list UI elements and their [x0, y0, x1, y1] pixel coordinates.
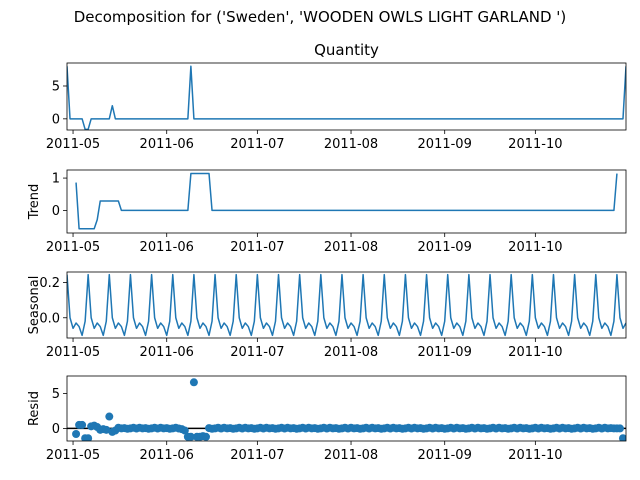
- series-line-1: [67, 273, 626, 337]
- y-axis-label: Seasonal: [27, 276, 42, 335]
- x-tick-label: 2011-10: [508, 137, 562, 152]
- y-tick-label: 1: [52, 172, 60, 187]
- x-tick-label: 2011-08: [324, 448, 378, 463]
- y-axis-label: Trend: [27, 184, 42, 221]
- panel-1: Quantity 0 5 2011-05 2011-06 2011-07 2011-08 20…: [46, 41, 627, 152]
- x-tick-label: 2011-06: [140, 137, 194, 152]
- x-tick-label: 2011-08: [324, 137, 378, 152]
- resid-point: [186, 432, 195, 441]
- resid-point: [72, 430, 81, 439]
- resid-point: [102, 425, 111, 434]
- resid-point: [201, 432, 210, 441]
- axes-frame: [66, 375, 627, 442]
- x-tick-label: 2011-10: [508, 345, 562, 360]
- x-tick-label: 2011-07: [230, 448, 284, 463]
- axes-frame: [66, 62, 627, 131]
- y-tick-label: 0: [52, 422, 60, 437]
- resid-point: [189, 378, 198, 387]
- resid-point: [78, 420, 87, 429]
- x-tick-label: 2011-08: [324, 240, 378, 255]
- plot-area: [75, 172, 618, 230]
- series-line-1: [75, 172, 618, 230]
- y-tick-label: 0: [52, 204, 60, 219]
- y-tick-label: 5: [52, 79, 60, 94]
- x-tick-label: 2011-05: [46, 345, 100, 360]
- panels: Quantity 0 5 2011-05 2011-06 2011-07 2011-08 20…: [27, 41, 627, 463]
- x-tick-label: 2011-07: [230, 240, 284, 255]
- x-tick-label: 2011-09: [418, 137, 472, 152]
- axes-frame: [66, 169, 627, 234]
- y-tick-label: 5: [52, 387, 60, 402]
- resid-point: [615, 424, 624, 433]
- x-tick-label: 2011-09: [418, 345, 472, 360]
- resid-point: [606, 424, 615, 433]
- x-tick-label: 2011-06: [140, 345, 194, 360]
- plot-area: [67, 65, 626, 130]
- x-tick-label: 2011-05: [46, 448, 100, 463]
- y-tick-label: 0: [52, 112, 60, 127]
- x-tick-label: 2011-07: [230, 345, 284, 360]
- x-tick-label: 2011-05: [46, 240, 100, 255]
- y-axis-label: Resid: [27, 391, 42, 426]
- resid-point: [105, 412, 114, 421]
- plot-area: [67, 273, 626, 337]
- resid-point: [180, 426, 189, 435]
- x-tick-label: 2011-05: [46, 137, 100, 152]
- resid-point: [84, 434, 93, 441]
- x-tick-label: 2011-07: [230, 137, 284, 152]
- x-tick-label: 2011-06: [140, 240, 194, 255]
- resid-point: [174, 424, 183, 433]
- axes-frame: [66, 271, 627, 339]
- x-tick-label: 2011-10: [508, 240, 562, 255]
- panel-2: Trend 0 1 2011-05 2011-06 2011-07 2011-08 2011-…: [27, 169, 627, 255]
- plot-area: [67, 378, 626, 441]
- x-tick-label: 2011-09: [418, 448, 472, 463]
- panel-4: Resid 0 5 2011-05 2011-06 2011-07 2011-08 2011-…: [27, 375, 627, 463]
- figure-suptitle: Decomposition for ('Sweden', 'WOODEN OWL…: [74, 8, 567, 26]
- panel-title: Quantity: [314, 41, 379, 59]
- x-tick-label: 2011-10: [508, 448, 562, 463]
- y-tick-label: 0.2: [39, 276, 60, 291]
- series-line-1: [67, 65, 626, 130]
- x-tick-label: 2011-09: [418, 240, 472, 255]
- resid-point: [618, 434, 626, 441]
- x-tick-label: 2011-06: [140, 448, 194, 463]
- x-tick-label: 2011-08: [324, 345, 378, 360]
- y-tick-label: 0.0: [39, 311, 60, 326]
